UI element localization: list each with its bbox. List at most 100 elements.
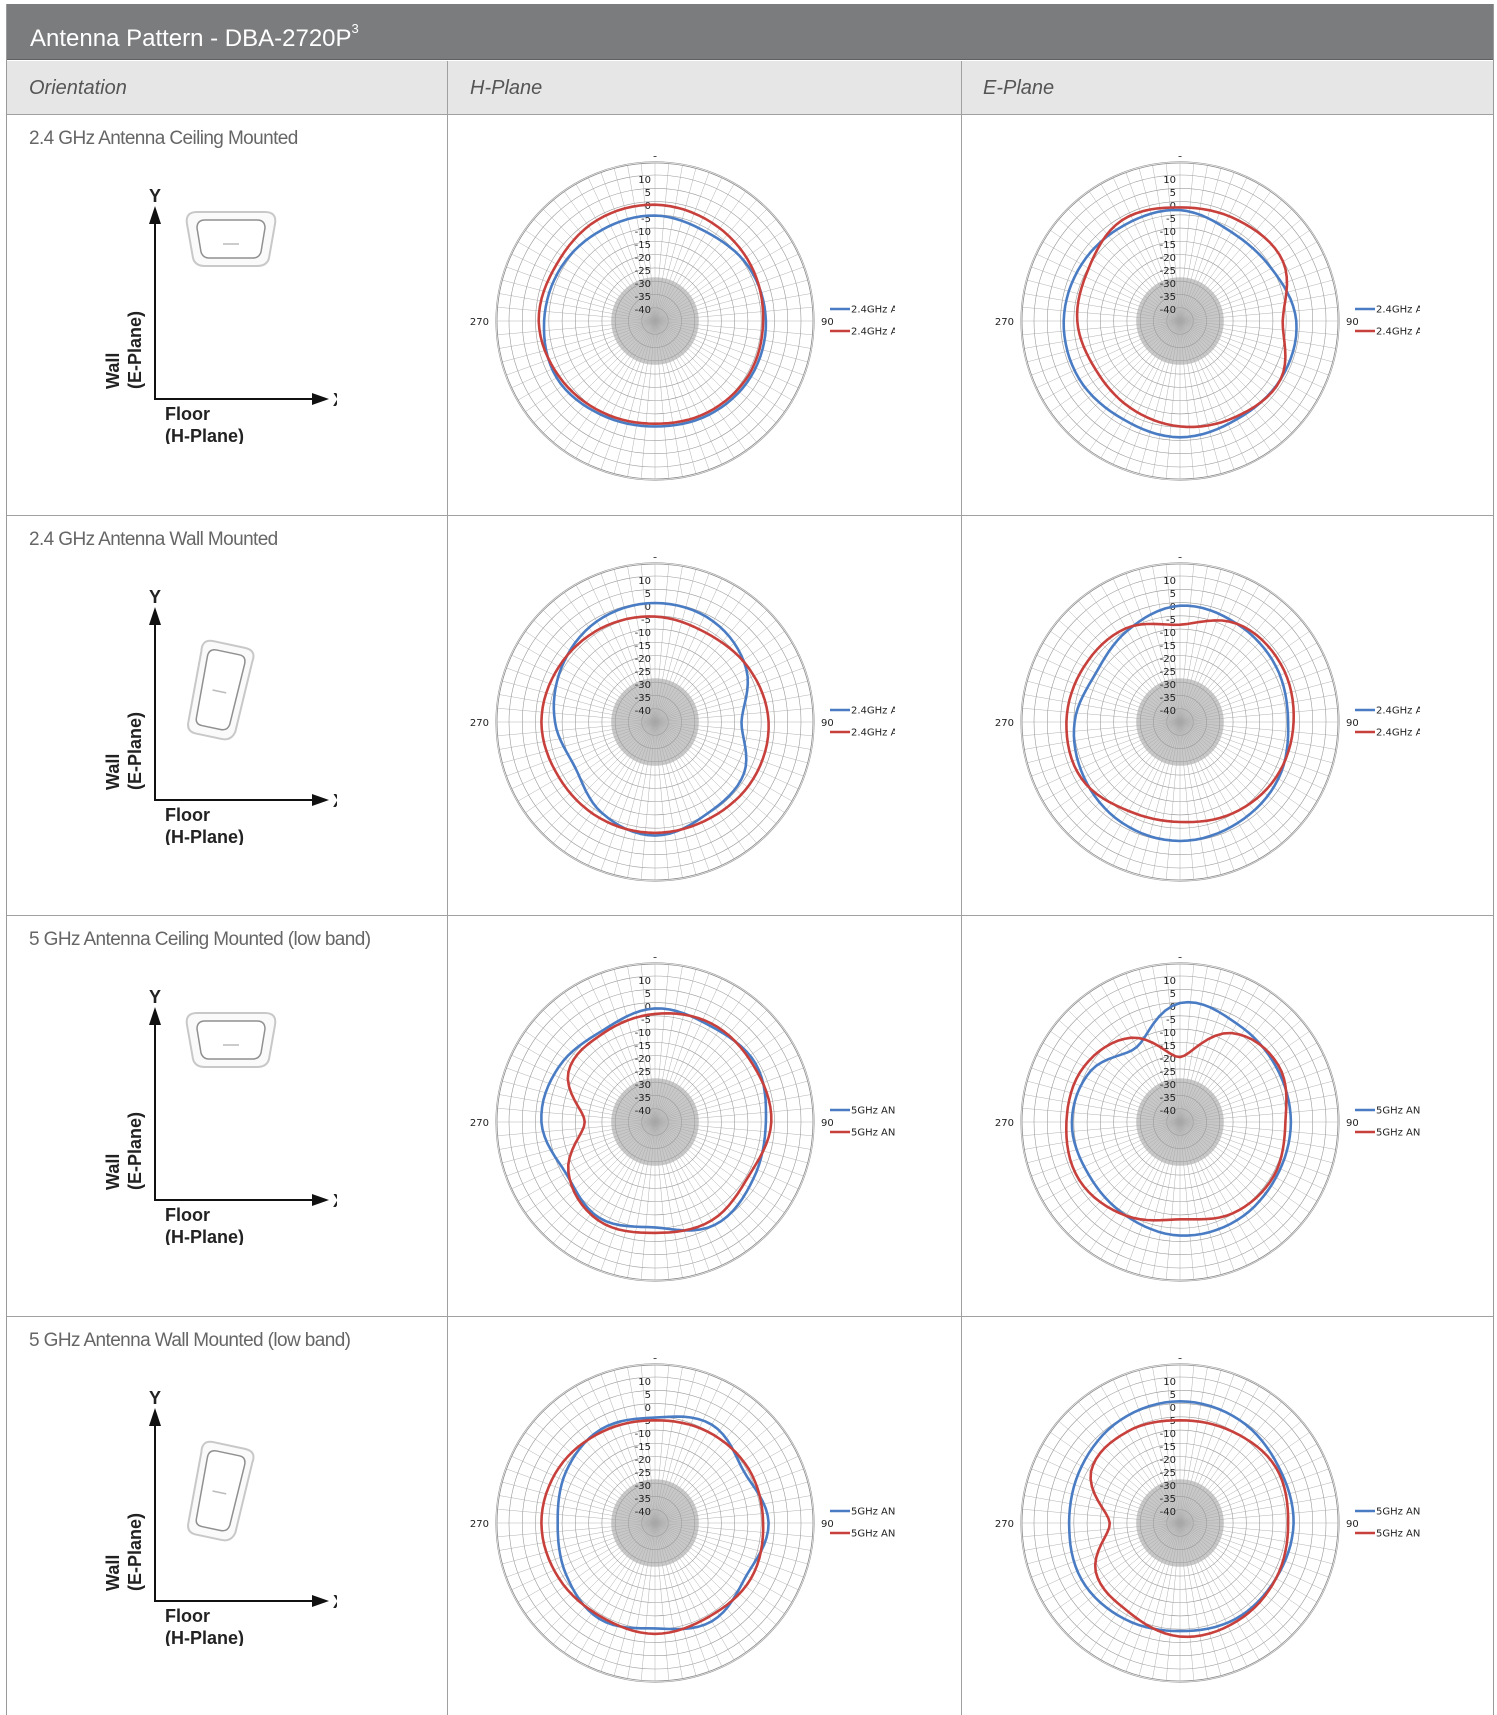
ring-tick-label: -40 xyxy=(1160,1106,1176,1117)
ring-tick-label: -25 xyxy=(635,1468,651,1479)
column-divider xyxy=(447,61,448,1715)
polar-chart-h-plane: 1050-5-10-15-20-25-30-35-400901802705GHz… xyxy=(470,957,895,1282)
legend-label: 2.4GHz ANT2 xyxy=(1376,728,1420,739)
ring-tick-label: -20 xyxy=(1160,253,1176,264)
ring-tick-label: -10 xyxy=(635,1028,651,1039)
antenna-pattern-table: Antenna Pattern - DBA-2720P3 Orientation… xyxy=(6,4,1494,1715)
wall-label: Wall xyxy=(103,754,123,790)
angle-tick-label: 270 xyxy=(470,1519,489,1530)
angle-tick-label: 270 xyxy=(995,1519,1014,1530)
e-plane-label: (E-Plane) xyxy=(125,712,145,790)
ring-tick-label: -15 xyxy=(635,1442,651,1453)
h-plane-label: (H-Plane) xyxy=(165,827,244,845)
e-plane-label: (E-Plane) xyxy=(125,1112,145,1190)
ring-tick-label: -30 xyxy=(1160,1080,1176,1091)
ring-tick-label: -40 xyxy=(1160,1507,1176,1518)
x-arrow-icon xyxy=(312,794,329,806)
floor-label: Floor xyxy=(165,1606,210,1626)
h-plane-label: (H-Plane) xyxy=(165,426,244,444)
series-line-1 xyxy=(1072,604,1290,843)
legend-label: 5GHz ANT2 xyxy=(1376,1507,1420,1518)
floor-label: Floor xyxy=(165,404,210,424)
x-arrow-icon xyxy=(312,1595,329,1607)
ring-tick-label: -25 xyxy=(1160,1067,1176,1078)
polar-chart-h-plane: 1050-5-10-15-20-25-30-35-400901802705GHz… xyxy=(470,1358,895,1683)
orientation-diagram: Y X Floor (H-Plane) Wall(E-Plane) xyxy=(103,987,345,1247)
ring-tick-label: -40 xyxy=(1160,706,1176,717)
angle-tick-label: 270 xyxy=(470,1118,489,1129)
axis-x-label: X xyxy=(333,390,337,410)
ring-tick-label: -15 xyxy=(1160,1041,1176,1052)
angle-tick-label: 0 xyxy=(652,156,658,160)
ring-tick-label: -15 xyxy=(1160,240,1176,251)
axis-x-label: X xyxy=(333,791,337,811)
angle-tick-label: 0 xyxy=(1177,1358,1183,1362)
legend-label: 5GHz ANT2 xyxy=(1376,1106,1420,1117)
x-arrow-icon xyxy=(312,393,329,405)
axis-y-label: Y xyxy=(149,587,161,607)
axis-lines xyxy=(154,1015,322,1201)
ring-tick-label: 0 xyxy=(645,1403,651,1414)
series-line-1 xyxy=(556,1415,770,1631)
title-footnote: 3 xyxy=(351,21,359,36)
ring-tick-label: -35 xyxy=(1160,1494,1176,1505)
legend-label: 2.4GHz ANT1 xyxy=(851,305,895,316)
ring-tick-label: 0 xyxy=(1170,1403,1176,1414)
ring-tick-label: 5 xyxy=(1170,989,1176,1000)
ring-tick-label: 5 xyxy=(645,989,651,1000)
ring-tick-label: -25 xyxy=(1160,667,1176,678)
angle-tick-label: 90 xyxy=(1346,1519,1359,1530)
angle-tick-label: 90 xyxy=(821,718,834,729)
access-point-icon xyxy=(187,1440,255,1542)
legend-label: 5GHz ANT2 xyxy=(851,1106,895,1117)
angle-tick-label: 270 xyxy=(470,317,489,328)
ring-tick-label: -40 xyxy=(635,1507,651,1518)
y-arrow-icon xyxy=(149,1408,161,1426)
angle-tick-label: 0 xyxy=(1177,557,1183,561)
series-line-1 xyxy=(1070,1000,1293,1237)
e-plane-label: (E-Plane) xyxy=(125,1513,145,1591)
legend-label: 5GHz ANT4 xyxy=(1376,1128,1420,1139)
table-title: Antenna Pattern - DBA-2720P3 xyxy=(7,4,1493,60)
row-label: 5 GHz Antenna Wall Mounted (low band) xyxy=(29,1330,351,1351)
ring-tick-label: -35 xyxy=(635,693,651,704)
ring-tick-label: -25 xyxy=(635,1067,651,1078)
series-line-1 xyxy=(1062,208,1298,439)
ring-tick-label: -40 xyxy=(1160,305,1176,316)
ring-tick-label: 10 xyxy=(1163,576,1176,587)
ring-tick-label: -35 xyxy=(635,1093,651,1104)
ring-tick-label: -20 xyxy=(635,1054,651,1065)
angle-tick-label: 270 xyxy=(995,1118,1014,1129)
ring-tick-label: -30 xyxy=(1160,279,1176,290)
ring-tick-label: 0 xyxy=(645,1002,651,1013)
angle-tick-label: 90 xyxy=(821,1519,834,1530)
orientation-diagram: Y X Floor (H-Plane) Wall(E-Plane) xyxy=(103,587,345,847)
ring-tick-label: 5 xyxy=(1170,1390,1176,1401)
ring-tick-label: 10 xyxy=(638,1377,651,1388)
ring-tick-label: -35 xyxy=(635,292,651,303)
ring-tick-label: -20 xyxy=(635,1455,651,1466)
ring-tick-label: 5 xyxy=(645,1390,651,1401)
axis-x-label: X xyxy=(333,1191,337,1211)
ring-tick-label: -5 xyxy=(1166,1015,1176,1026)
axis-y-label: Y xyxy=(149,186,161,206)
series-line-1 xyxy=(540,1007,768,1232)
series-line-2 xyxy=(537,203,765,426)
header-h-plane: H-Plane xyxy=(470,77,543,99)
ring-tick-label: -30 xyxy=(1160,1481,1176,1492)
legend-label: 5GHz ANT4 xyxy=(851,1529,895,1540)
ring-tick-label: -10 xyxy=(635,1429,651,1440)
angle-tick-label: 270 xyxy=(470,718,489,729)
axis-lines xyxy=(154,615,322,801)
row-divider xyxy=(7,515,1493,516)
y-arrow-icon xyxy=(149,1007,161,1025)
ring-tick-label: -40 xyxy=(635,1106,651,1117)
ring-tick-label: -30 xyxy=(635,1481,651,1492)
ring-tick-label: -30 xyxy=(1160,680,1176,691)
angle-tick-label: 90 xyxy=(1346,718,1359,729)
wall-label: Wall xyxy=(103,353,123,389)
legend-label: 2.4GHz ANT2 xyxy=(851,728,895,739)
ring-tick-label: 5 xyxy=(1170,188,1176,199)
ring-tick-label: -40 xyxy=(635,706,651,717)
y-arrow-icon xyxy=(149,206,161,224)
